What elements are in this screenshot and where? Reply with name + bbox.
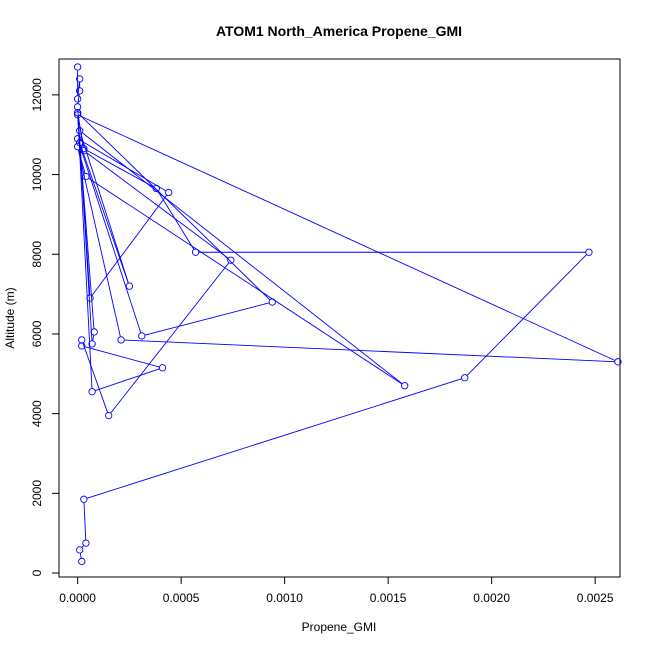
series-segment: [110, 262, 230, 414]
y-tick-label: 6000: [30, 320, 44, 347]
data-point: [82, 172, 90, 181]
series-segment: [80, 133, 129, 283]
series-segment: [78, 141, 142, 333]
data-point: [76, 139, 84, 147]
x-tick-label: 0.0000: [59, 591, 96, 605]
series-segment: [466, 254, 587, 376]
series-line: [77, 70, 615, 559]
data-point: [73, 135, 82, 143]
series-segment: [145, 302, 269, 336]
data-point: [138, 332, 146, 340]
data-point: [76, 87, 84, 95]
data-point: [73, 143, 82, 151]
data-point: [73, 103, 82, 111]
x-tick-label: 0.0015: [370, 591, 407, 605]
y-axis: 0 2000 4000 6000 8000 10000 12000: [30, 78, 60, 576]
data-point: [401, 382, 409, 390]
data-point: [73, 63, 82, 71]
series-segment: [80, 145, 129, 283]
data-point: [80, 495, 88, 503]
data-point: [73, 95, 82, 103]
series-segment: [88, 178, 403, 385]
y-tick-label: 10000: [30, 158, 44, 192]
y-tick-label: 8000: [30, 241, 44, 268]
series-segment: [79, 114, 271, 300]
series-segment: [91, 195, 167, 296]
x-axis-label: Propene_GMI: [302, 620, 377, 634]
series-segment: [77, 82, 80, 96]
data-point: [73, 111, 82, 119]
series-segment: [95, 368, 160, 392]
series-segment: [124, 339, 615, 363]
series-segment: [82, 132, 403, 384]
series-segment: [87, 378, 462, 499]
y-tick-label: 2000: [30, 480, 44, 507]
y-tick-label: 0: [30, 569, 44, 576]
data-point: [90, 328, 98, 336]
data-point: [82, 539, 90, 547]
chart-title: ATOM1 North_America Propene_GMI: [216, 23, 462, 39]
x-axis: 0.0000 0.0005 0.0010 0.0015 0.0020 0.0025: [59, 576, 614, 605]
data-point: [86, 294, 94, 302]
y-tick-label: 4000: [30, 400, 44, 427]
data-point: [78, 557, 86, 566]
x-tick-label: 0.0010: [266, 591, 303, 605]
series-segment: [83, 502, 87, 540]
data-point: [80, 146, 88, 155]
data-point: [158, 364, 167, 372]
series-segment: [92, 335, 95, 341]
x-tick-label: 0.0020: [473, 591, 510, 605]
x-tick-label: 0.0005: [163, 591, 200, 605]
series-segment: [80, 115, 615, 361]
series-segment: [82, 343, 108, 413]
data-point: [76, 75, 84, 83]
y-axis-label: Altitude (m): [3, 287, 17, 348]
y-tick-label: 12000: [30, 78, 44, 112]
data-point: [125, 282, 134, 290]
data-point: [268, 298, 276, 306]
series-segment: [77, 116, 93, 389]
series-segment: [81, 545, 84, 548]
series-segment: [85, 346, 160, 368]
plot-area-border: [58, 58, 621, 578]
data-point: [105, 411, 113, 420]
series-segment: [157, 191, 195, 250]
series-points: [73, 63, 622, 566]
data-point: [152, 184, 160, 193]
data-point: [88, 340, 96, 348]
data-point: [614, 358, 622, 366]
series-segment: [86, 149, 154, 188]
data-point: [76, 546, 84, 554]
data-point: [165, 188, 173, 197]
series-segment: [77, 149, 121, 337]
data-point: [88, 388, 96, 396]
data-point: [117, 336, 125, 344]
x-tick-label: 0.0025: [577, 591, 614, 605]
data-point: [585, 248, 593, 256]
data-point: [461, 374, 469, 382]
data-point: [76, 127, 84, 135]
data-point: [191, 248, 200, 256]
data-point: [78, 336, 86, 344]
data-point: [227, 256, 235, 264]
series-segment: [80, 140, 166, 192]
series-segment: [79, 553, 82, 559]
series-segment: [86, 152, 229, 259]
